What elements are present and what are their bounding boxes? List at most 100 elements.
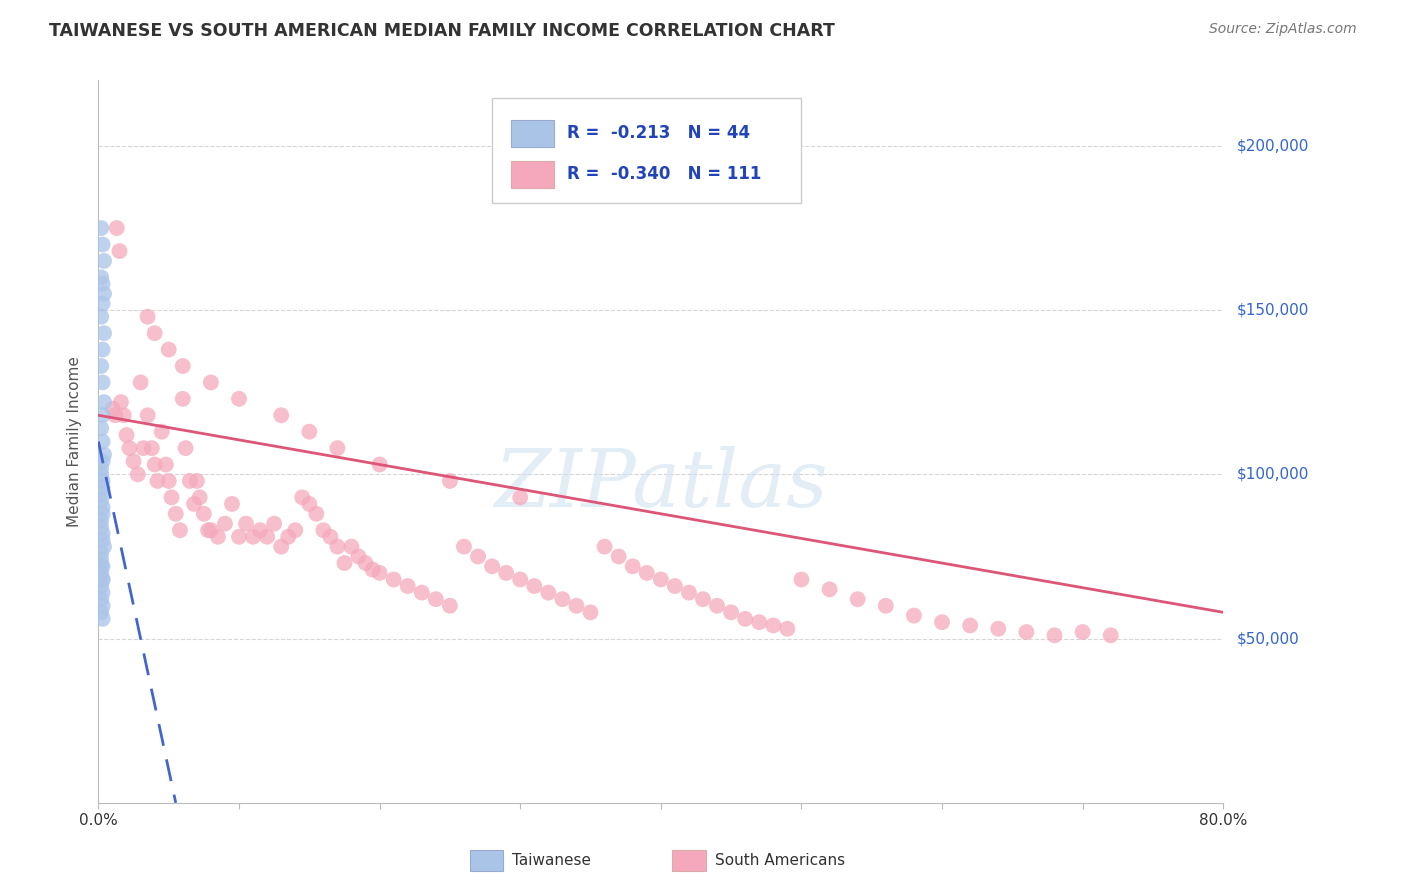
Point [312,523,335,537]
Point [228,392,250,406]
Point [425,592,447,607]
Point [987,622,1010,636]
Point [93,448,115,462]
Point [169,523,191,537]
Point [183,497,205,511]
Point [136,409,159,423]
Point [90,270,112,285]
Point [90,559,112,574]
Point [692,592,714,607]
Point [91,526,114,541]
Point [91,409,114,423]
FancyBboxPatch shape [512,120,554,147]
Point [340,540,363,554]
Point [326,540,349,554]
Point [91,474,114,488]
Point [846,592,869,607]
Point [720,605,742,619]
Point [93,286,115,301]
Point [91,533,114,547]
Point [537,585,560,599]
Point [607,549,630,564]
Point [91,376,114,390]
Point [91,599,114,613]
Point [200,523,222,537]
Point [200,376,222,390]
Point [93,253,115,268]
Text: $200,000: $200,000 [1237,138,1309,153]
Point [91,454,114,468]
Point [118,441,141,455]
Point [875,599,897,613]
Point [263,516,285,531]
Point [157,343,180,357]
Text: $100,000: $100,000 [1237,467,1309,482]
Point [361,563,384,577]
Point [565,599,588,613]
Point [214,516,236,531]
Point [734,612,756,626]
Point [155,458,177,472]
Point [959,618,981,632]
Point [122,454,145,468]
Point [90,467,112,482]
Point [228,530,250,544]
Point [172,359,194,373]
Point [90,421,112,435]
Point [90,487,112,501]
Point [903,608,925,623]
Text: ZIPatlas: ZIPatlas [494,446,828,524]
Point [91,573,114,587]
Point [136,310,159,324]
Point [90,221,112,235]
Text: $150,000: $150,000 [1237,302,1309,318]
Point [551,592,574,607]
Point [91,500,114,515]
FancyBboxPatch shape [512,161,554,188]
Point [1043,628,1066,642]
Point [1071,625,1094,640]
Point [90,520,112,534]
Point [132,441,155,455]
Point [90,592,112,607]
Point [91,277,114,291]
Point [298,497,321,511]
Point [90,460,112,475]
Point [221,497,243,511]
Point [91,507,114,521]
Point [291,491,314,505]
Point [277,530,299,544]
Y-axis label: Median Family Income: Median Family Income [67,356,83,527]
Point [818,582,841,597]
Point [207,530,229,544]
Point [790,573,813,587]
FancyBboxPatch shape [672,850,706,871]
Point [762,618,785,632]
Point [509,491,531,505]
Point [174,441,197,455]
Point [129,376,152,390]
Point [650,573,672,587]
Point [284,523,307,537]
Text: TAIWANESE VS SOUTH AMERICAN MEDIAN FAMILY INCOME CORRELATION CHART: TAIWANESE VS SOUTH AMERICAN MEDIAN FAMIL… [49,22,835,40]
Text: $50,000: $50,000 [1237,632,1301,646]
Point [396,579,419,593]
Point [179,474,201,488]
Point [368,566,391,580]
Point [931,615,953,630]
Point [256,530,278,544]
Point [368,458,391,472]
FancyBboxPatch shape [470,850,503,871]
Point [93,395,115,409]
Point [110,395,132,409]
Point [249,523,271,537]
Point [235,516,257,531]
Point [90,553,112,567]
Point [621,559,644,574]
Point [150,425,173,439]
Point [636,566,658,580]
Point [90,513,112,527]
Point [172,392,194,406]
Point [115,428,138,442]
Point [165,507,187,521]
